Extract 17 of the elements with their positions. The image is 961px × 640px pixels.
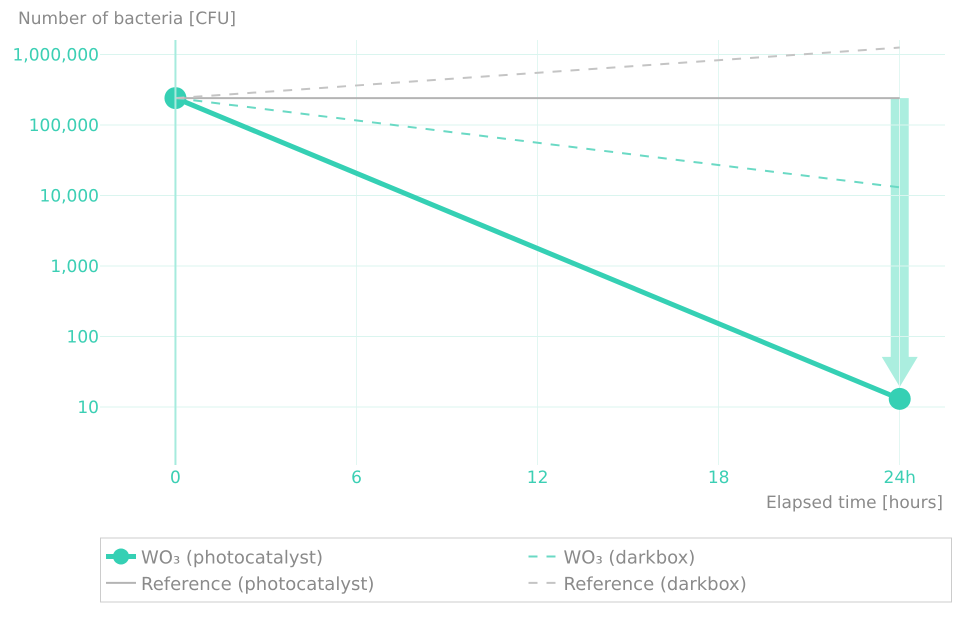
x-axis-title: Elapsed time [hours]	[766, 493, 944, 513]
x-tick-label: 18	[708, 468, 730, 488]
legend-label: WO₃ (photocatalyst)	[141, 547, 323, 568]
legend-label: Reference (darkbox)	[564, 574, 747, 595]
y-tick-label: 100,000	[28, 116, 99, 136]
x-tick-label: 6	[351, 468, 362, 488]
y-axis-title: Number of bacteria [CFU]	[18, 9, 236, 29]
x-tick-label: 0	[170, 468, 181, 488]
y-tick-label: 10,000	[40, 186, 99, 206]
x-tick-label: 24h	[884, 468, 916, 488]
y-tick-label: 1,000	[50, 256, 99, 277]
legend-label: Reference (photocatalyst)	[141, 574, 374, 595]
x-tick-label: 12	[526, 468, 548, 488]
y-tick-label: 1,000,000	[12, 45, 99, 66]
y-tick-label: 10	[77, 398, 99, 418]
y-tick-label: 100	[66, 327, 99, 348]
legend-label: WO₃ (darkbox)	[564, 547, 696, 568]
